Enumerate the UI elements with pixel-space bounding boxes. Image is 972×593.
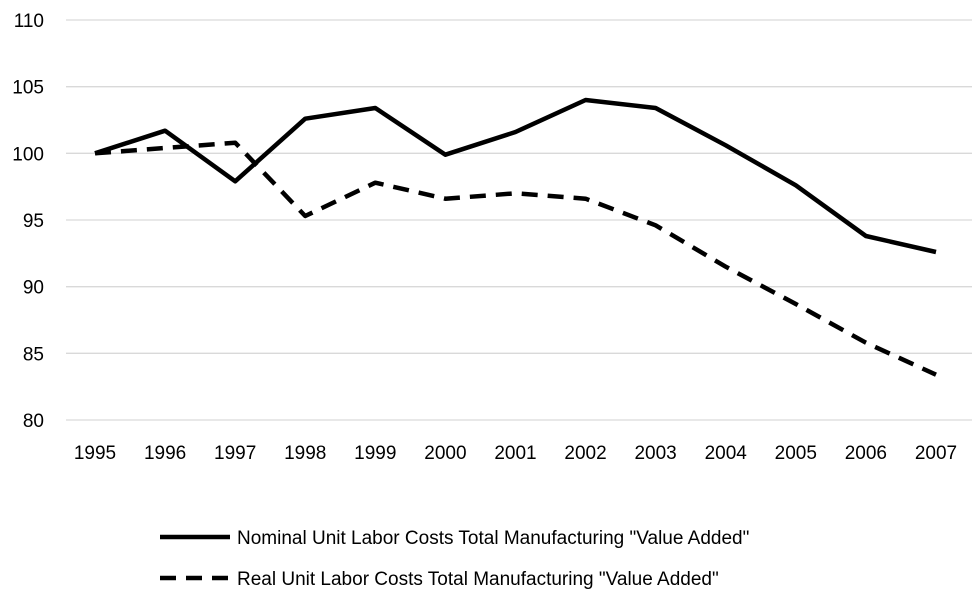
- y-tick-label: 85: [23, 344, 44, 365]
- gridlines: [66, 19, 972, 421]
- series-line-real: [94, 140, 937, 377]
- x-tick-label: 2000: [424, 443, 466, 464]
- x-tick-label: 1997: [214, 443, 256, 464]
- x-tick-label: 2007: [915, 443, 957, 464]
- x-tick-label: 2002: [564, 443, 606, 464]
- y-tick-label: 105: [12, 78, 44, 99]
- y-tick-label: 110: [14, 11, 44, 32]
- x-tick-label: 2006: [845, 443, 887, 464]
- x-tick-label: 2003: [634, 443, 676, 464]
- y-tick-label: 100: [12, 144, 44, 165]
- x-tick-label: 1995: [74, 443, 116, 464]
- legend-item: Real Unit Labor Costs Total Manufacturin…: [160, 569, 719, 590]
- x-tick-label: 2001: [494, 443, 536, 464]
- x-tick-label: 2005: [775, 443, 817, 464]
- legend-label: Real Unit Labor Costs Total Manufacturin…: [237, 569, 719, 590]
- x-tick-label: 2004: [705, 443, 748, 464]
- x-tick-label: 1998: [284, 443, 326, 464]
- series-lines: [94, 97, 937, 377]
- x-axis-tick-labels: 1995 1996 1997 1998 1999 2000 2001 2002 2003 2004…: [74, 443, 957, 464]
- legend: Nominal Unit Labor Costs Total Manufactu…: [160, 528, 749, 590]
- legend-item: Nominal Unit Labor Costs Total Manufactu…: [160, 528, 749, 549]
- legend-label: Nominal Unit Labor Costs Total Manufactu…: [237, 528, 749, 549]
- y-axis-tick-labels: 80 85 90 95 100 105 110: [12, 11, 44, 432]
- x-tick-label: 1996: [144, 443, 186, 464]
- y-tick-label: 95: [23, 211, 44, 232]
- series-line-nominal: [94, 97, 937, 255]
- y-tick-label: 80: [23, 411, 44, 432]
- x-tick-label: 1999: [354, 443, 396, 464]
- y-tick-label: 90: [23, 278, 44, 299]
